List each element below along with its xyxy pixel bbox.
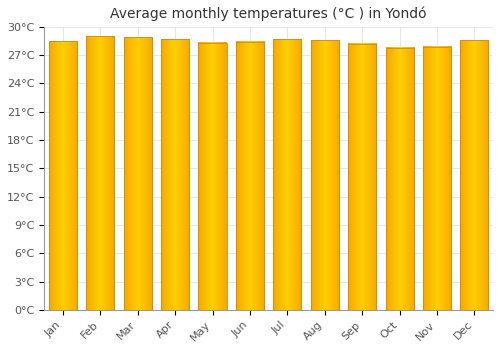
Bar xyxy=(386,48,413,310)
Bar xyxy=(49,41,77,310)
Bar xyxy=(124,37,152,310)
Bar xyxy=(348,44,376,310)
Bar xyxy=(236,42,264,310)
Bar xyxy=(274,39,301,310)
Bar xyxy=(86,36,115,310)
Bar xyxy=(423,47,451,310)
Title: Average monthly temperatures (°C ) in Yondó: Average monthly temperatures (°C ) in Yo… xyxy=(110,7,427,21)
Bar xyxy=(310,40,338,310)
Bar xyxy=(198,43,226,310)
Bar xyxy=(460,40,488,310)
Bar xyxy=(161,39,189,310)
